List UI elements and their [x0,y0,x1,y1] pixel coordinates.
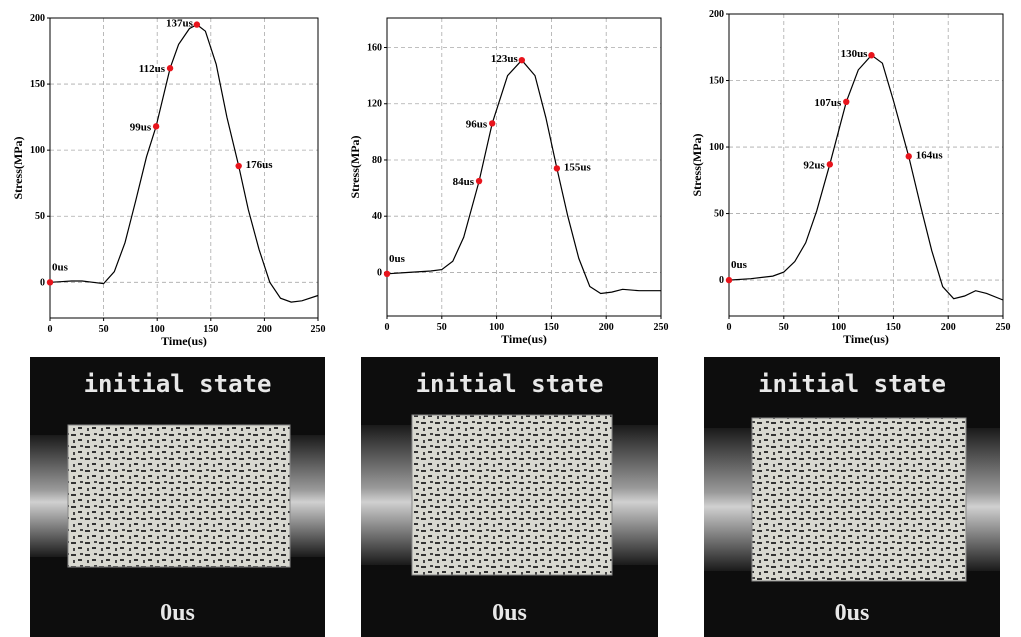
point-label: 0us [52,261,69,273]
y-axis-label: Stress(MPa) [348,135,362,198]
point-label: 99us [130,121,152,133]
x-tick-label: 200 [941,322,956,333]
marker [166,65,174,72]
x-axis-label: Time(us) [161,334,207,348]
x-tick-label: 50 [99,324,109,335]
y-axis-label: Stress(MPa) [11,136,25,199]
marker [235,162,242,170]
y-tick-label: 120 [367,99,382,110]
marker [383,270,391,278]
x-tick-label: 100 [489,322,504,333]
point-label: 164us [916,149,944,161]
photo-title: initial state [84,370,272,398]
line-series [49,23,319,303]
y-tick-label: 150 [30,79,45,90]
line-series [386,59,661,295]
point-label: 84us [453,176,475,188]
y-tick-label: 50 [35,211,45,222]
x-tick-label: 150 [203,324,218,335]
marker [193,21,201,28]
y-tick-label: 200 [709,9,724,20]
marker [489,120,496,127]
marker [152,123,160,130]
point-label: 96us [466,118,488,130]
marker [725,276,733,284]
marker [843,98,850,106]
y-tick-label: 50 [714,209,724,220]
point-label: 130us [841,48,869,60]
x-tick-label: 50 [779,322,789,333]
point-label: 137us [166,18,194,30]
point-label: 92us [803,159,825,171]
x-tick-label: 150 [544,322,559,333]
y-tick-label: 200 [30,13,45,24]
y-tick-label: 0 [40,277,45,288]
x-tick-label: 100 [831,322,846,333]
marker [905,153,912,160]
x-tick-label: 200 [257,324,272,335]
point-label: 123us [491,53,519,65]
x-tick-label: 0 [48,324,53,335]
marker [518,56,526,64]
marker [868,52,875,59]
specimen [67,424,291,568]
x-tick-label: 250 [996,322,1011,333]
marker [553,165,561,172]
plot-frame [728,13,1004,317]
photo-caption: 0us [160,600,195,626]
y-tick-label: 0 [719,275,724,286]
y-tick-label: 160 [367,43,382,54]
x-tick-label: 100 [150,324,165,335]
photo-title: initial state [758,370,946,398]
y-tick-label: 150 [709,76,724,87]
x-axis-label: Time(us) [501,332,547,346]
plot-frame [49,17,319,319]
point-label: 155us [564,161,592,173]
marker [826,161,834,168]
y-tick-label: 0 [377,267,382,278]
y-axis-label: Stress(MPa) [690,133,704,196]
plot-frame [386,17,662,317]
line-series [728,54,1004,301]
y-tick-label: 100 [709,142,724,153]
photo-title: initial state [416,370,604,398]
point-label: 112us [139,63,166,75]
x-tick-label: 250 [311,324,326,335]
photo-caption: 0us [492,600,527,626]
y-tick-label: 100 [30,145,45,156]
y-tick-label: 80 [372,155,382,166]
specimen [751,417,967,582]
y-tick-label: 40 [372,211,382,222]
x-tick-label: 250 [654,322,669,333]
marker [46,279,54,286]
point-label: 0us [731,259,748,271]
x-tick-label: 0 [727,322,732,333]
x-axis-label: Time(us) [843,332,889,346]
photo-caption: 0us [835,600,870,626]
x-tick-label: 200 [599,322,614,333]
x-tick-label: 150 [886,322,901,333]
point-label: 176us [246,159,274,171]
specimen [411,414,613,576]
point-label: 0us [389,253,406,265]
x-tick-label: 0 [385,322,390,333]
x-tick-label: 50 [437,322,447,333]
point-label: 107us [814,97,842,109]
marker [475,177,483,185]
